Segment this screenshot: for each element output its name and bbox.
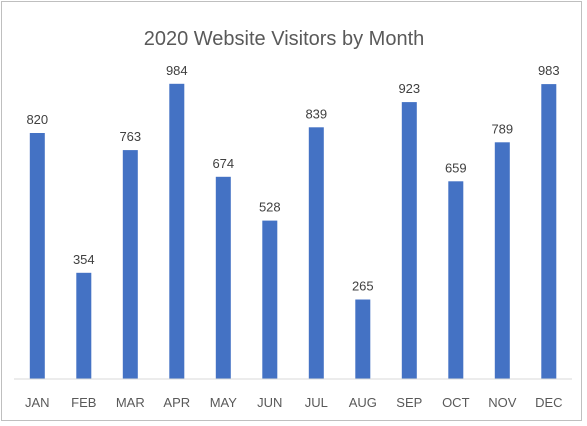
data-label-dec: 983 — [538, 63, 560, 78]
bars-group — [29, 83, 557, 380]
x-tick-label-may: MAY — [210, 395, 238, 410]
bar-sep — [401, 102, 417, 379]
bar-jun — [262, 220, 278, 379]
bar-chart: 2020 Website Visitors by Month 820 354 763… — [14, 28, 572, 410]
x-tick-label-mar: MAR — [116, 395, 145, 410]
x-tick-label-dec: DEC — [535, 395, 562, 410]
x-tick-label-aug: AUG — [349, 395, 377, 410]
x-tick-label-nov: NOV — [488, 395, 517, 410]
x-tick-label-apr: APR — [163, 395, 190, 410]
data-label-apr: 984 — [166, 63, 188, 78]
bar-nov — [494, 142, 510, 379]
data-label-sep: 923 — [398, 81, 420, 96]
data-label-oct: 659 — [445, 160, 467, 175]
bar-oct — [448, 181, 464, 379]
bar-may — [215, 176, 231, 379]
bar-mar — [122, 150, 138, 379]
data-label-jul: 839 — [305, 106, 327, 121]
chart-title: 2020 Website Visitors by Month — [144, 28, 425, 50]
x-tick-labels-group: JAN FEB MAR APR MAY JUN JUL AUG SEP OCT NOV DEC — [25, 395, 563, 410]
data-label-jun: 528 — [259, 200, 281, 215]
data-labels-group: 820 354 763 984 674 528 839 265 923 659 789 983 — [26, 63, 559, 294]
x-tick-label-jun: JUN — [257, 395, 282, 410]
x-tick-label-feb: FEB — [71, 395, 96, 410]
chart-frame: 2020 Website Visitors by Month 820 354 763… — [1, 1, 582, 421]
bar-dec — [541, 84, 557, 379]
bar-jan — [29, 133, 45, 379]
data-label-nov: 789 — [491, 121, 513, 136]
x-tick-label-jan: JAN — [25, 395, 50, 410]
x-tick-label-jul: JUL — [305, 395, 328, 410]
bar-feb — [76, 272, 92, 379]
data-label-may: 674 — [212, 156, 234, 171]
data-label-feb: 354 — [73, 252, 95, 267]
data-label-aug: 265 — [352, 279, 374, 294]
x-tick-label-sep: SEP — [396, 395, 422, 410]
x-tick-label-oct: OCT — [442, 395, 470, 410]
bar-aug — [355, 299, 371, 379]
data-label-mar: 763 — [119, 129, 141, 144]
data-label-jan: 820 — [26, 112, 48, 127]
bar-jul — [308, 127, 324, 379]
bar-apr — [169, 83, 185, 380]
